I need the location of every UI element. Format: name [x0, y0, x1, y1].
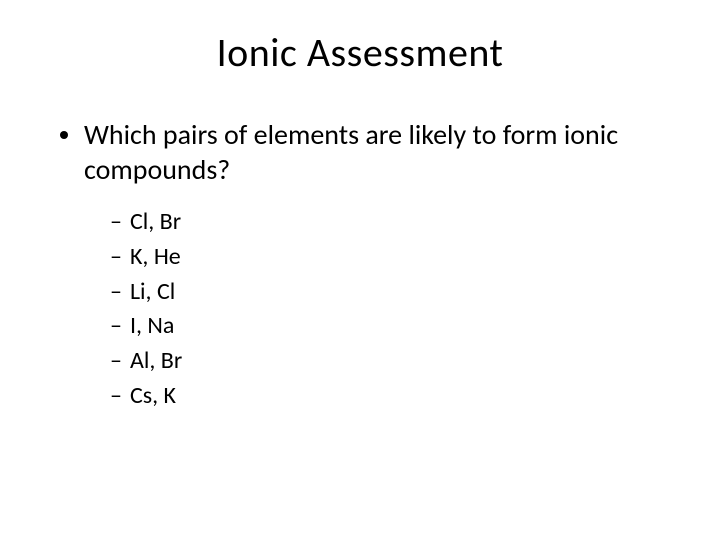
- question-text: Which pairs of elements are likely to fo…: [84, 117, 680, 187]
- option-text: Al, Br: [130, 344, 182, 379]
- dash-icon: –: [110, 379, 122, 414]
- dash-icon: –: [110, 344, 122, 379]
- options-list: – Cl, Br – K, He – Li, Cl – I, Na – Al, …: [110, 205, 680, 414]
- option-text: I, Na: [130, 309, 174, 344]
- dash-icon: –: [110, 205, 122, 240]
- list-item: – I, Na: [110, 309, 680, 344]
- slide-container: Ionic Assessment Which pairs of elements…: [0, 0, 720, 540]
- list-item: – Al, Br: [110, 344, 680, 379]
- bullet-dot-icon: [60, 131, 68, 139]
- dash-icon: –: [110, 309, 122, 344]
- slide-title: Ionic Assessment: [40, 28, 680, 77]
- main-bullet: Which pairs of elements are likely to fo…: [60, 117, 680, 187]
- list-item: – Cl, Br: [110, 205, 680, 240]
- dash-icon: –: [110, 240, 122, 275]
- option-text: Cl, Br: [130, 205, 181, 240]
- option-text: Cs, K: [130, 379, 176, 414]
- dash-icon: –: [110, 275, 122, 310]
- option-text: Li, Cl: [130, 275, 175, 310]
- list-item: – Cs, K: [110, 379, 680, 414]
- option-text: K, He: [130, 240, 181, 275]
- list-item: – K, He: [110, 240, 680, 275]
- list-item: – Li, Cl: [110, 275, 680, 310]
